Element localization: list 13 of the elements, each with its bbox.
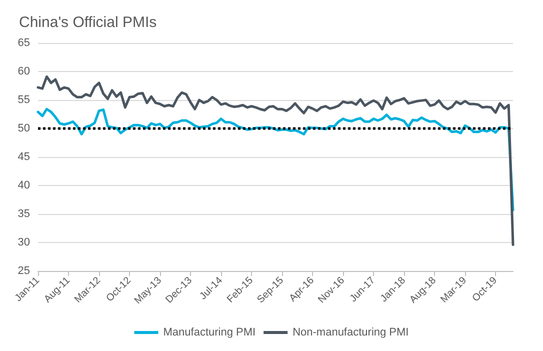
legend-label: Non-manufacturing PMI: [292, 326, 409, 338]
y-tick-label: 50: [18, 122, 30, 134]
y-tick-label: 35: [18, 208, 30, 220]
y-tick-label: 25: [18, 265, 30, 277]
y-tick-label: 65: [18, 37, 30, 49]
y-tick-label: 55: [18, 94, 30, 106]
line-series: [36, 75, 514, 246]
y-tick-label: 45: [18, 151, 30, 163]
chart-title: China's Official PMIs: [19, 14, 157, 31]
y-tick-label: 40: [18, 180, 30, 192]
y-tick-label: 30: [18, 236, 30, 248]
legend-label: Manufacturing PMI: [163, 326, 256, 338]
y-tick-label: 60: [18, 66, 30, 78]
